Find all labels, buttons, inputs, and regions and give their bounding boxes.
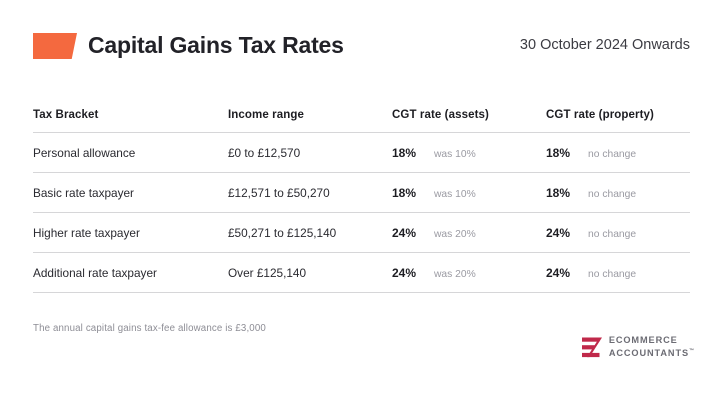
column-header-cgt-assets: CGT rate (assets) — [392, 109, 546, 121]
tax-bracket-label: Additional rate taxpayer — [33, 265, 157, 280]
tax-bracket-label: Higher rate taxpayer — [33, 225, 140, 240]
accent-parallelogram-icon — [33, 33, 77, 59]
cell-income-range: £0 to £12,570 — [228, 146, 392, 160]
income-range-value: £12,571 to £50,270 — [228, 185, 330, 200]
column-header-label: Income range — [228, 109, 304, 121]
table-header-row: Tax Bracket Income range CGT rate (asset… — [33, 98, 690, 133]
assets-rate-value: 24% — [392, 265, 417, 280]
column-header-label: Tax Bracket — [33, 109, 99, 121]
column-header-tax-bracket: Tax Bracket — [33, 109, 228, 121]
assets-rate-value: 18% — [392, 185, 417, 200]
property-rate-value: 24% — [546, 265, 571, 280]
trademark-symbol: ™ — [689, 347, 694, 354]
cell-income-range: £50,271 to £125,140 — [228, 226, 392, 240]
brand-name-line1: ECOMMERCE — [608, 335, 678, 346]
footnote-allowance: The annual capital gains tax-fee allowan… — [33, 323, 266, 334]
cell-tax-bracket: Personal allowance — [33, 146, 228, 160]
property-rate-note: no change — [588, 228, 637, 240]
cell-tax-bracket: Basic rate taxpayer — [33, 186, 228, 200]
slide-header: Capital Gains Tax Rates 30 October 2024 … — [0, 28, 720, 68]
cell-income-range: Over £125,140 — [228, 266, 392, 280]
cgt-rates-table: Tax Bracket Income range CGT rate (asset… — [33, 98, 690, 293]
property-rate-value: 18% — [546, 185, 571, 200]
column-header-label: CGT rate (assets) — [392, 109, 489, 121]
tax-bracket-label: Personal allowance — [33, 145, 136, 160]
cell-cgt-assets: 18% was 10% — [392, 146, 546, 160]
cell-cgt-property: 24% no change — [546, 266, 690, 280]
column-header-cgt-property: CGT rate (property) — [546, 109, 690, 121]
assets-rate-note: was 20% — [434, 268, 476, 280]
assets-rate-value: 24% — [392, 225, 417, 240]
assets-rate-note: was 20% — [434, 228, 476, 240]
property-rate-note: no change — [588, 268, 637, 280]
income-range-value: £0 to £12,570 — [228, 145, 301, 160]
assets-rate-value: 18% — [392, 145, 417, 160]
table-row: Higher rate taxpayer £50,271 to £125,140… — [33, 213, 690, 253]
brand-logo-text: ECOMMERCE ACCOUNTANTS™ — [609, 335, 694, 358]
property-rate-value: 24% — [546, 225, 571, 240]
column-header-label: CGT rate (property) — [546, 109, 654, 121]
cell-tax-bracket: Additional rate taxpayer — [33, 266, 228, 280]
cell-cgt-property: 18% no change — [546, 146, 690, 160]
brand-name-line2-text: ACCOUNTANTS — [608, 348, 689, 359]
table-row: Personal allowance £0 to £12,570 18% was… — [33, 133, 690, 173]
cell-cgt-assets: 18% was 10% — [392, 186, 546, 200]
ecommerce-accountants-e-mark-icon — [581, 337, 602, 358]
assets-rate-note: was 10% — [434, 188, 476, 200]
cell-cgt-assets: 24% was 20% — [392, 226, 546, 240]
table-row: Additional rate taxpayer Over £125,140 2… — [33, 253, 690, 293]
cell-cgt-property: 18% no change — [546, 186, 690, 200]
brand-logo: ECOMMERCE ACCOUNTANTS™ — [581, 334, 694, 360]
cell-cgt-property: 24% no change — [546, 226, 690, 240]
property-rate-note: no change — [588, 148, 637, 160]
effective-date-label: 30 October 2024 Onwards — [519, 37, 690, 53]
assets-rate-note: was 10% — [434, 148, 476, 160]
cell-income-range: £12,571 to £50,270 — [228, 186, 392, 200]
cell-cgt-assets: 24% was 20% — [392, 266, 546, 280]
cell-tax-bracket: Higher rate taxpayer — [33, 226, 228, 240]
income-range-value: £50,271 to £125,140 — [228, 225, 337, 240]
property-rate-value: 18% — [546, 145, 571, 160]
column-header-income-range: Income range — [228, 109, 392, 121]
table-row: Basic rate taxpayer £12,571 to £50,270 1… — [33, 173, 690, 213]
property-rate-note: no change — [588, 188, 637, 200]
page-title: Capital Gains Tax Rates — [88, 32, 344, 58]
income-range-value: Over £125,140 — [228, 265, 307, 280]
tax-bracket-label: Basic rate taxpayer — [33, 185, 134, 200]
brand-name-line2: ACCOUNTANTS™ — [609, 346, 694, 359]
